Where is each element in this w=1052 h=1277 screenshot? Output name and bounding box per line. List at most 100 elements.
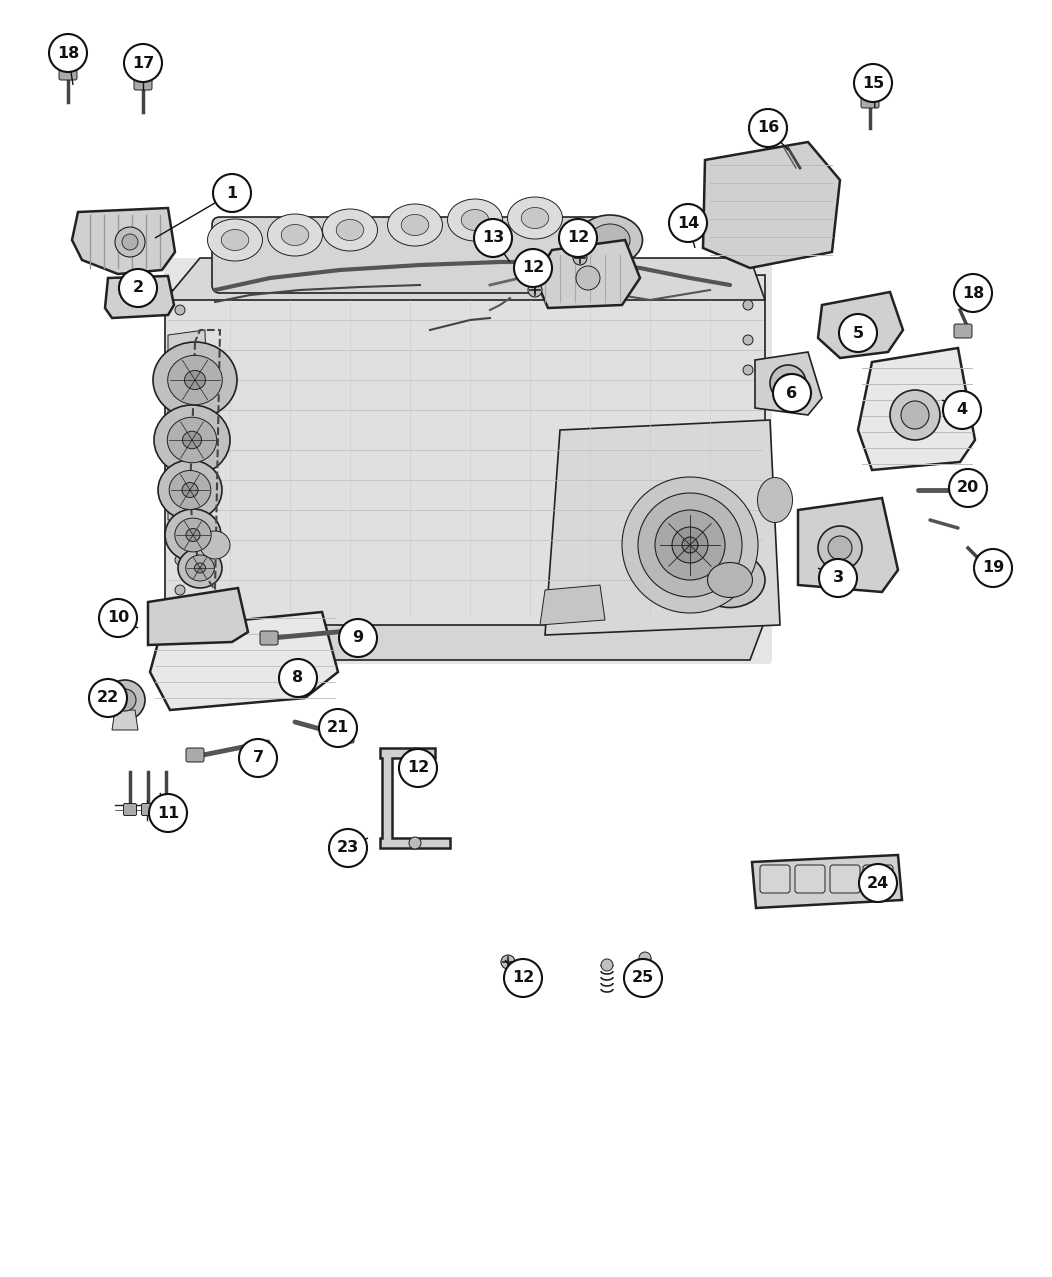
FancyBboxPatch shape [795,865,825,893]
Circle shape [851,321,865,335]
Ellipse shape [578,215,643,266]
Circle shape [130,287,150,306]
Ellipse shape [267,215,323,255]
Polygon shape [752,856,902,908]
Circle shape [890,389,940,441]
Text: 12: 12 [522,261,544,276]
Ellipse shape [167,418,217,462]
Circle shape [329,829,367,867]
Polygon shape [112,710,138,730]
Circle shape [624,959,662,997]
Polygon shape [150,612,338,710]
Circle shape [175,555,185,564]
Circle shape [115,227,145,257]
Circle shape [89,679,127,716]
Circle shape [859,865,897,902]
Text: 2: 2 [133,281,143,295]
FancyBboxPatch shape [830,865,859,893]
Ellipse shape [182,432,202,448]
Polygon shape [755,352,822,415]
Circle shape [559,218,596,257]
Circle shape [501,955,515,969]
Circle shape [99,599,137,637]
Polygon shape [168,329,210,520]
Text: 15: 15 [862,75,884,91]
Text: 7: 7 [252,751,264,765]
Ellipse shape [507,197,563,239]
Circle shape [773,374,811,412]
FancyBboxPatch shape [260,631,278,645]
Circle shape [601,959,613,971]
FancyBboxPatch shape [213,217,608,292]
Circle shape [49,34,87,72]
Circle shape [573,252,587,266]
Circle shape [528,283,542,298]
Ellipse shape [387,204,443,246]
Ellipse shape [182,483,198,498]
Text: 5: 5 [852,326,864,341]
Circle shape [820,559,857,598]
Text: 21: 21 [327,720,349,736]
FancyBboxPatch shape [338,730,355,743]
Ellipse shape [154,405,230,475]
Circle shape [239,739,277,776]
Text: 16: 16 [756,120,780,135]
Polygon shape [148,587,248,645]
Text: 25: 25 [632,971,654,986]
Circle shape [743,300,753,310]
Circle shape [949,469,987,507]
Circle shape [213,174,251,212]
Circle shape [279,659,317,697]
Text: 8: 8 [292,670,304,686]
Circle shape [743,365,753,375]
Circle shape [576,266,600,290]
Circle shape [844,314,872,342]
Circle shape [339,619,377,656]
Ellipse shape [158,460,222,520]
Text: 4: 4 [956,402,968,418]
FancyBboxPatch shape [954,324,972,338]
Circle shape [828,536,852,561]
Circle shape [114,690,136,711]
Ellipse shape [184,370,205,389]
Ellipse shape [708,562,752,598]
Ellipse shape [337,220,364,240]
Ellipse shape [207,218,263,261]
Circle shape [778,374,797,392]
Circle shape [770,365,806,401]
Ellipse shape [186,529,200,541]
Polygon shape [703,142,839,268]
Polygon shape [540,585,605,624]
Circle shape [399,750,437,787]
Ellipse shape [169,470,210,510]
FancyBboxPatch shape [186,748,204,762]
FancyBboxPatch shape [59,66,77,80]
Circle shape [124,43,162,82]
Circle shape [901,401,929,429]
Text: 23: 23 [337,840,359,856]
Ellipse shape [757,478,792,522]
Circle shape [743,585,753,595]
Circle shape [474,218,512,257]
Ellipse shape [590,223,630,255]
Text: 6: 6 [787,386,797,401]
Circle shape [818,526,862,570]
Circle shape [514,249,552,287]
Text: 11: 11 [157,806,179,821]
Ellipse shape [167,355,222,405]
FancyBboxPatch shape [134,77,151,89]
FancyBboxPatch shape [861,94,879,109]
Circle shape [406,750,420,762]
Ellipse shape [461,209,489,231]
FancyBboxPatch shape [164,258,772,664]
Circle shape [974,549,1012,587]
Circle shape [175,305,185,315]
Circle shape [175,365,185,375]
Ellipse shape [521,207,549,229]
Ellipse shape [175,518,211,552]
Circle shape [149,794,187,833]
Circle shape [122,234,138,250]
FancyBboxPatch shape [142,803,155,816]
Polygon shape [165,275,765,624]
Polygon shape [535,240,640,308]
